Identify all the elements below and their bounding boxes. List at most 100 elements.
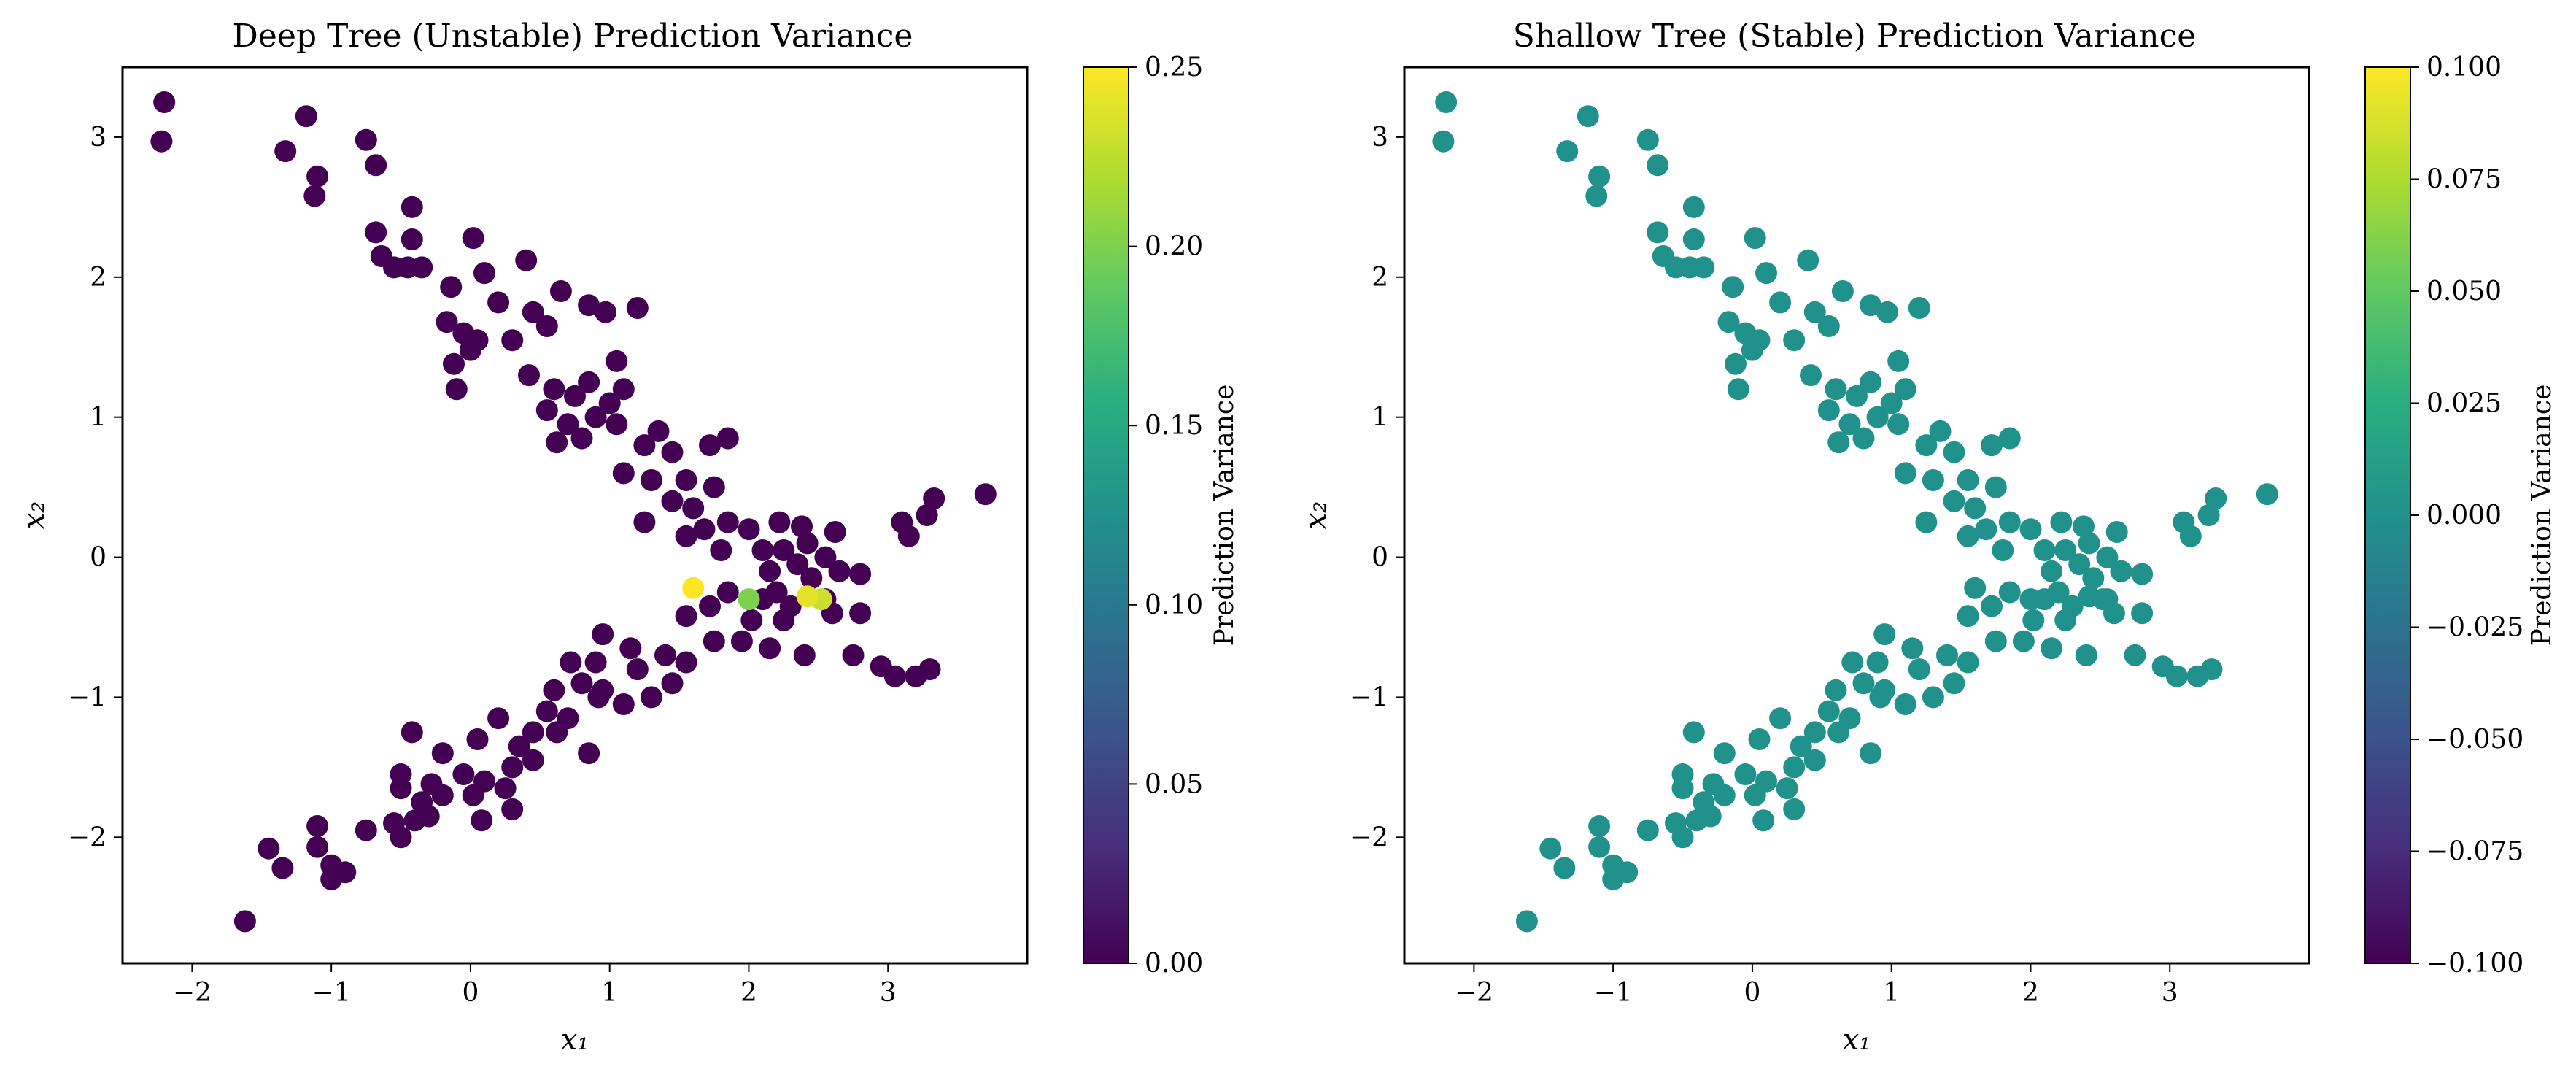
data-point: [699, 434, 721, 457]
data-point: [740, 609, 763, 631]
data-point: [452, 763, 475, 785]
data-point: [2124, 644, 2146, 666]
data-point: [1943, 672, 1965, 695]
data-point: [1671, 826, 1694, 849]
data-point: [1894, 693, 1916, 715]
y-tick-label: 0: [1372, 543, 1388, 573]
plot-frame: [121, 66, 1029, 965]
colorbar-gradient: [1083, 66, 1129, 964]
data-point: [1636, 128, 1659, 151]
data-point: [1957, 469, 1979, 491]
data-point: [1943, 441, 1965, 463]
colorbar-tick-label: 0.050: [2426, 277, 2502, 306]
data-point: [1922, 686, 1944, 709]
data-point: [2050, 511, 2073, 533]
data-point: [1943, 490, 1965, 512]
data-point: [716, 581, 739, 604]
data-point: [390, 826, 412, 849]
data-point: [587, 686, 610, 709]
colorbar-ticks: 0.00 0.05 0.10 0.15 0.20 0.25: [1129, 53, 1203, 979]
data-point: [2033, 539, 2056, 561]
data-point: [487, 291, 510, 314]
data-point: [578, 371, 600, 393]
data-point: [1817, 315, 1840, 337]
data-point: [1717, 311, 1740, 333]
x-axis-label: x₁: [561, 1023, 589, 1057]
colorbar-tick-label: 0.05: [1145, 769, 1203, 799]
x-axis-ticks: −2 −1 0 1 2 3: [173, 963, 897, 1008]
data-point: [1860, 742, 1882, 765]
data-point: [1671, 777, 1694, 800]
colorbar-tick-label: −0.100: [2426, 949, 2523, 979]
data-point: [1636, 819, 1659, 841]
data-point: [730, 630, 753, 652]
data-point: [1984, 476, 2007, 498]
data-point: [1699, 805, 1722, 828]
colorbar-tick-label: 0.025: [2426, 389, 2502, 419]
data-point: [1769, 707, 1792, 730]
deep-tree-panel: Deep Tree (Unstable) Prediction Variance…: [18, 18, 1239, 1057]
data-point: [417, 805, 440, 828]
data-point: [682, 497, 705, 520]
data-point: [1866, 406, 1889, 428]
data-point: [578, 742, 600, 765]
y-tick-label: 2: [90, 263, 107, 293]
x-tick-label: 2: [740, 978, 757, 1008]
data-point: [606, 350, 628, 372]
data-point: [1825, 378, 1847, 401]
data-point: [1783, 756, 1806, 779]
data-point: [1831, 280, 1854, 302]
data-point: [1744, 227, 1766, 250]
data-point: [768, 511, 791, 533]
data-point: [487, 707, 510, 730]
data-point: [1841, 651, 1864, 674]
data-point: [1869, 686, 1892, 709]
y-tick-label: 1: [90, 403, 107, 433]
data-point: [522, 721, 544, 744]
colorbar-tick-label: 0.15: [1145, 411, 1203, 441]
data-point: [462, 784, 484, 806]
y-axis-label: x₂: [18, 501, 51, 530]
data-point: [2078, 532, 2100, 555]
data-point: [661, 441, 684, 463]
data-point: [1435, 91, 1458, 113]
data-point: [1915, 434, 1938, 457]
data-point: [1981, 595, 2003, 617]
data-point: [306, 165, 329, 188]
data-point: [258, 837, 280, 860]
data-point: [759, 560, 781, 582]
data-point: [1682, 228, 1705, 250]
data-point: [1556, 140, 1579, 163]
y-tick-label: 2: [1372, 263, 1388, 293]
colorbar: −0.100 −0.075 −0.050 −0.025 0.000 0.025 0.050 0…: [2364, 53, 2557, 979]
data-point: [1577, 105, 1599, 128]
data-point: [365, 221, 387, 244]
data-point: [546, 431, 568, 454]
x-tick-label: −1: [312, 978, 351, 1008]
data-point: [1797, 249, 1819, 271]
data-point: [703, 630, 725, 652]
data-point: [501, 756, 524, 779]
x-tick-label: −1: [1594, 978, 1633, 1008]
x-axis-label: x₁: [1843, 1023, 1871, 1057]
data-point: [471, 809, 493, 832]
data-point: [682, 577, 705, 599]
data-point: [1887, 350, 1910, 372]
data-point: [633, 511, 656, 533]
data-point: [401, 228, 423, 250]
colorbar-tick-label: 0.000: [2426, 501, 2502, 531]
data-point: [1539, 837, 1562, 860]
colorbar-gradient: [2364, 66, 2411, 964]
data-point: [640, 469, 662, 491]
data-point: [543, 679, 565, 701]
data-point: [1998, 511, 2021, 533]
data-point: [1647, 221, 1669, 244]
data-point: [2131, 563, 2154, 585]
chart-title: Shallow Tree (Stable) Prediction Varianc…: [1513, 18, 2197, 55]
data-point: [306, 836, 329, 858]
x-tick-label: 0: [1744, 978, 1760, 1008]
data-point: [1803, 301, 1826, 323]
data-point: [633, 434, 656, 457]
data-point: [751, 539, 774, 561]
data-point: [1588, 836, 1611, 858]
